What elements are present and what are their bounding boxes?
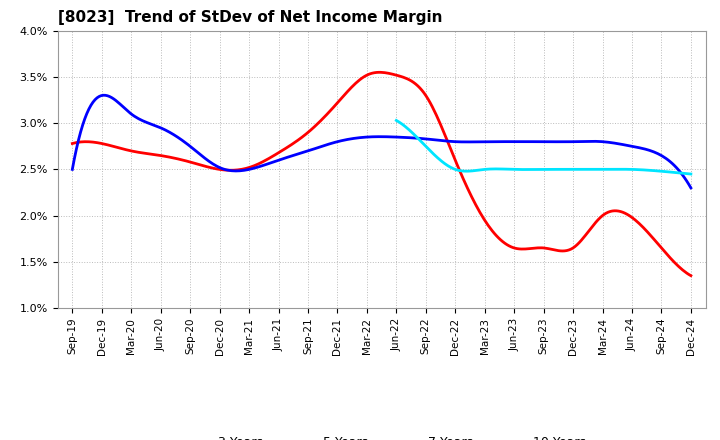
3 Years — [438, 127, 447, 132]
5 Years — [99, 92, 108, 98]
3 Years — [70, 140, 78, 146]
Text: [8023]  Trend of StDev of Net Income Margin: [8023] Trend of StDev of Net Income Marg… — [58, 11, 442, 26]
Legend: 3 Years, 5 Years, 7 Years, 10 Years: 3 Years, 5 Years, 7 Years, 10 Years — [172, 431, 591, 440]
7 Years — [567, 167, 576, 172]
7 Years — [640, 167, 649, 172]
3 Years — [377, 70, 385, 75]
5 Years — [449, 139, 457, 144]
3 Years — [591, 220, 600, 225]
5 Years — [591, 139, 600, 144]
3 Years — [68, 141, 76, 146]
3 Years — [436, 122, 445, 127]
Line: 3 Years: 3 Years — [72, 72, 691, 275]
3 Years — [687, 273, 696, 279]
5 Years — [631, 144, 639, 150]
5 Years — [68, 167, 76, 172]
7 Years — [687, 171, 696, 176]
5 Years — [436, 138, 445, 143]
7 Years — [572, 167, 581, 172]
5 Years — [70, 156, 78, 161]
Line: 7 Years: 7 Years — [396, 121, 691, 174]
5 Years — [687, 185, 696, 191]
7 Years — [392, 118, 400, 123]
3 Years — [449, 152, 457, 157]
7 Years — [567, 167, 575, 172]
3 Years — [631, 217, 639, 223]
5 Years — [438, 138, 447, 143]
7 Years — [659, 169, 667, 174]
Line: 5 Years: 5 Years — [72, 95, 691, 188]
7 Years — [393, 118, 402, 124]
